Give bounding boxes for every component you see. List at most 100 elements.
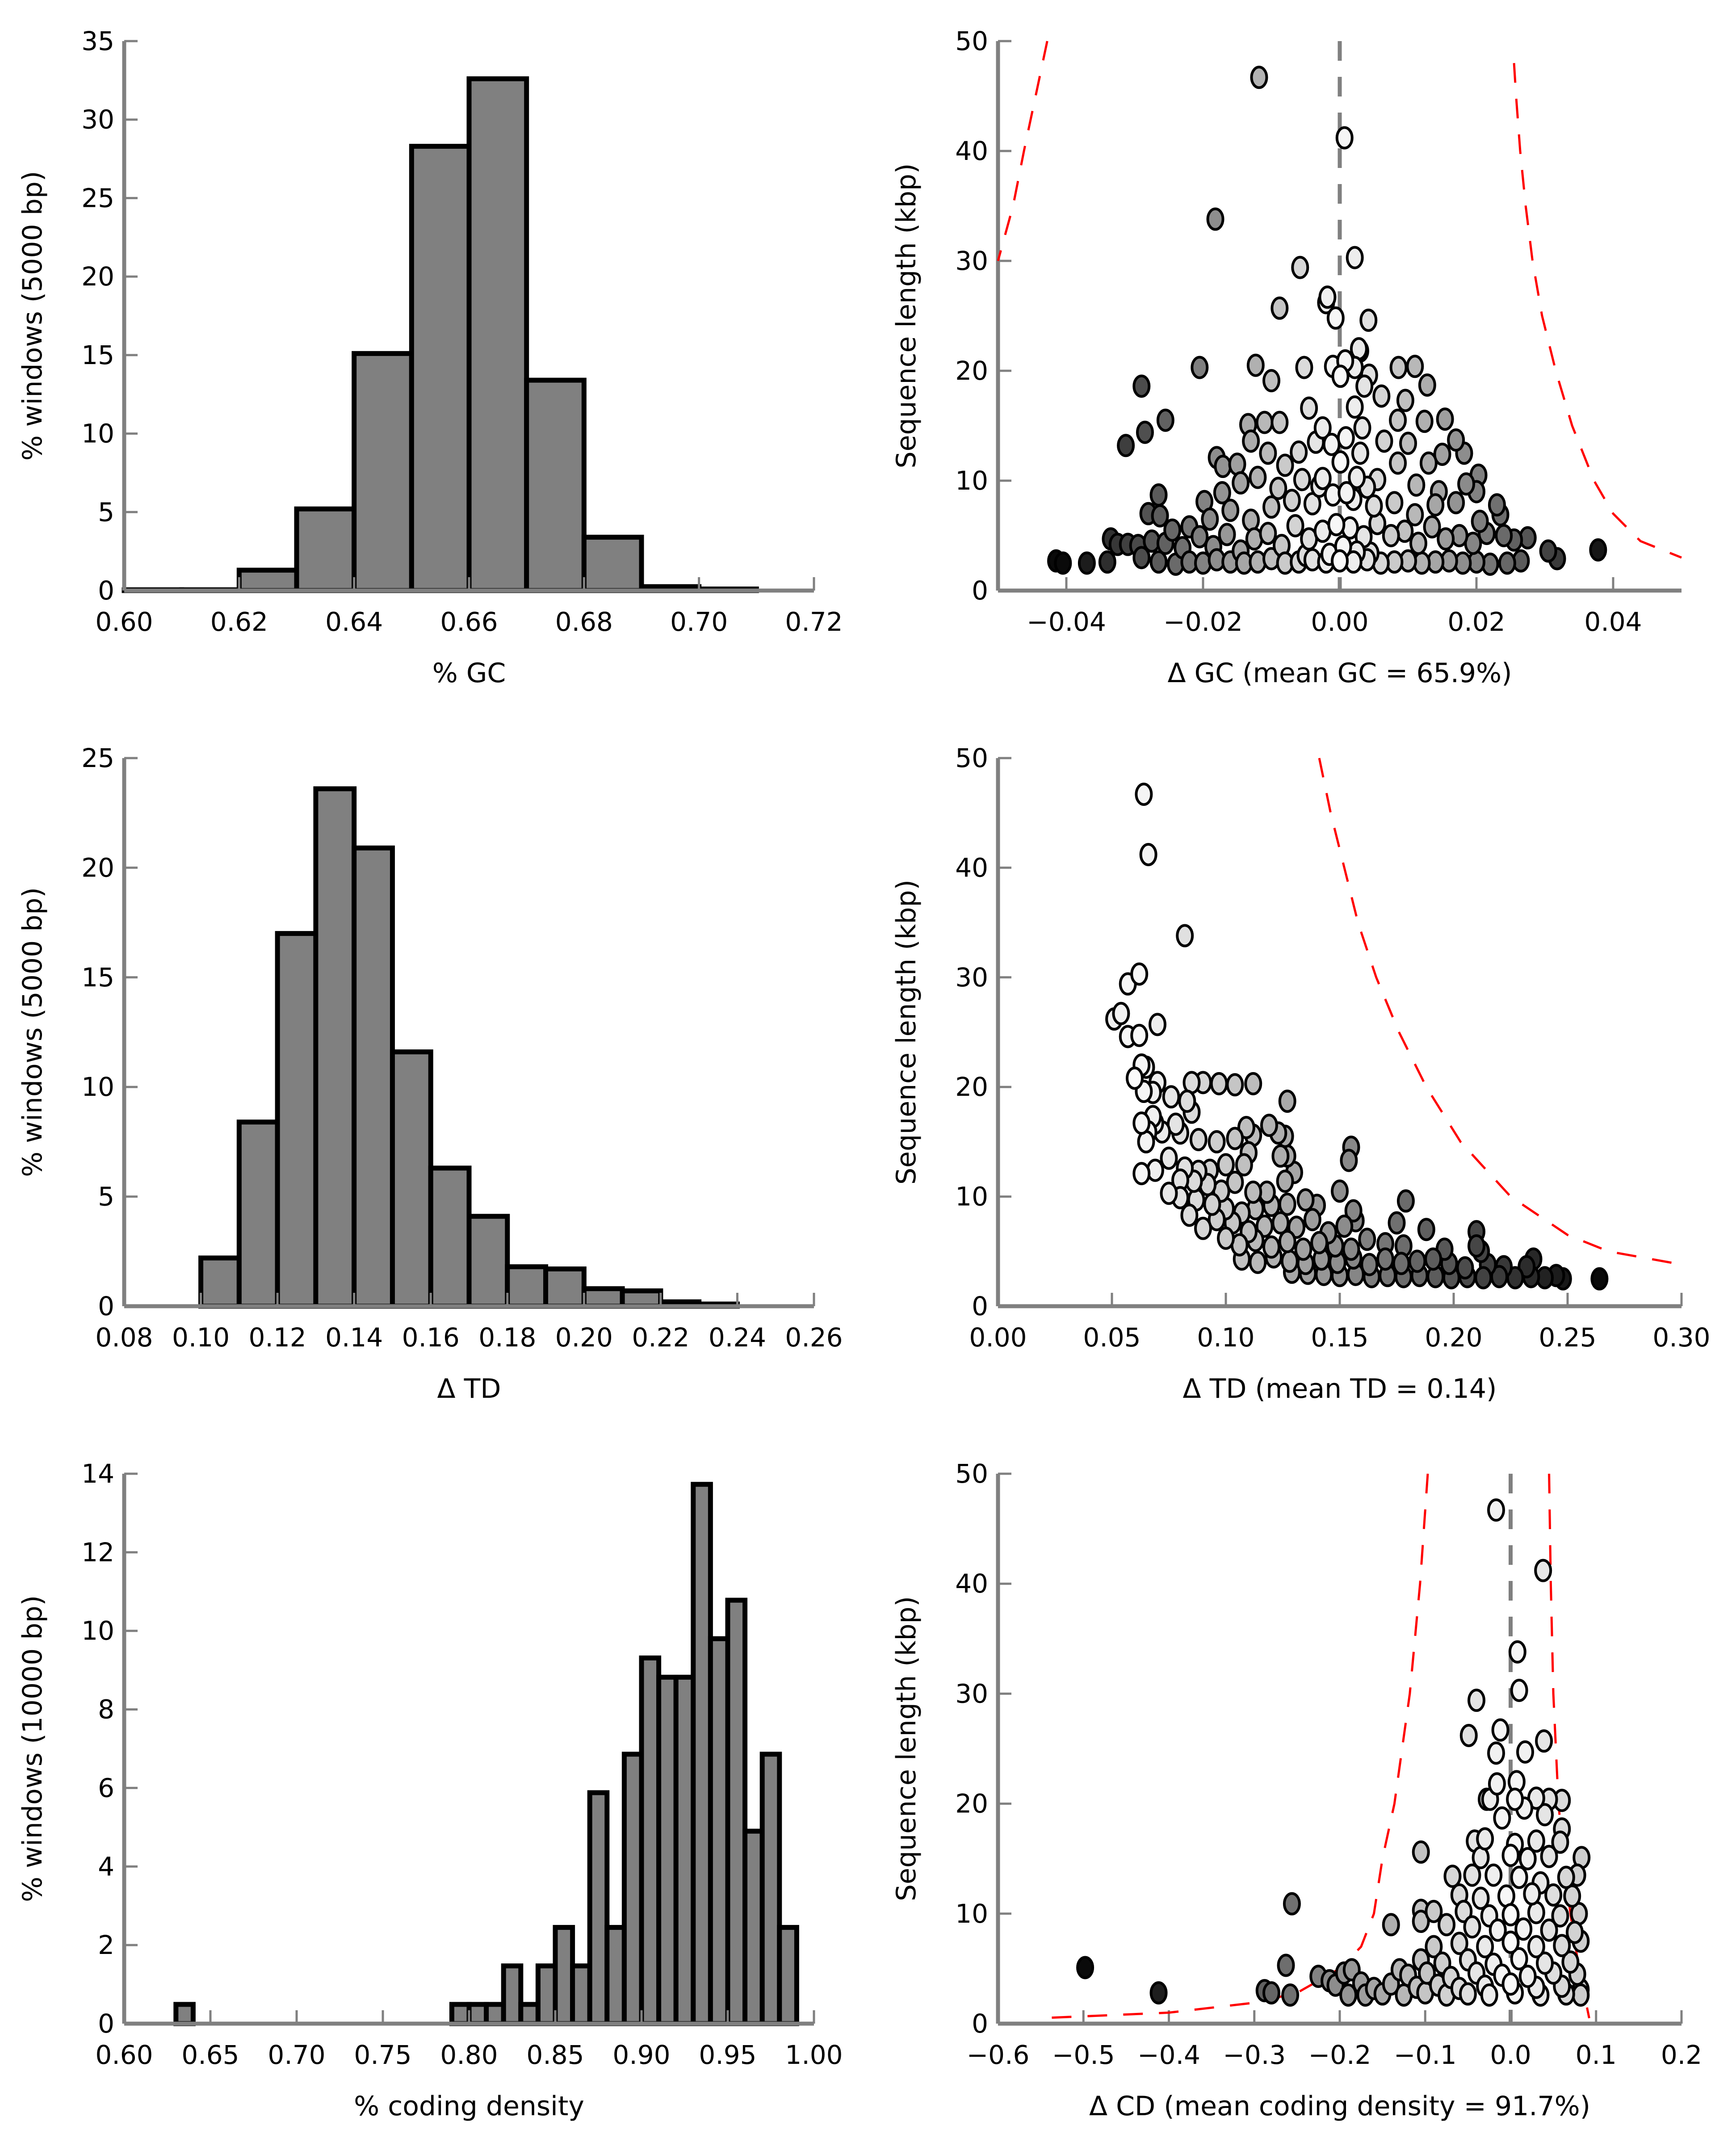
scatter-point xyxy=(1191,525,1209,549)
scatter-point xyxy=(1295,356,1313,379)
scatter-point xyxy=(1335,1214,1354,1238)
scatter-point xyxy=(1132,1111,1151,1135)
x-tick-label: 0.66 xyxy=(440,607,498,637)
scatter-point xyxy=(1348,465,1366,489)
x-axis-label: Δ TD (mean TD = 0.14) xyxy=(1183,1373,1497,1404)
y-tick-label: 0 xyxy=(98,2008,114,2039)
scatter-point xyxy=(1476,1827,1494,1851)
x-tick-label: 0.70 xyxy=(670,607,728,637)
scatter-point xyxy=(1539,539,1557,563)
y-tick-label: 10 xyxy=(81,1072,114,1102)
scatter-point xyxy=(1472,1886,1490,1910)
histogram-bar xyxy=(198,1255,242,1309)
scatter-point xyxy=(1151,504,1169,528)
x-tick-label: 0.2 xyxy=(1661,2040,1702,2070)
scatter-point xyxy=(1399,432,1417,455)
scatter-point xyxy=(1459,1982,1477,2006)
y-tick-label: 30 xyxy=(81,105,114,135)
scatter-point xyxy=(1189,1128,1208,1151)
y-tick-label: 5 xyxy=(98,497,114,527)
y-tick-label: 0 xyxy=(972,2008,988,2039)
y-tick-label: 30 xyxy=(955,962,988,993)
histogram-bar xyxy=(620,1288,663,1309)
histogram-bar xyxy=(543,1266,587,1309)
scatter-point xyxy=(1296,1188,1315,1212)
scatter-point xyxy=(1536,1803,1554,1827)
scatter-point xyxy=(1419,451,1438,475)
scatter-point xyxy=(1262,1235,1280,1259)
scatter-point xyxy=(1527,1935,1545,1958)
x-tick-label: 0.80 xyxy=(440,2040,498,2070)
scatter-point xyxy=(1294,1237,1312,1261)
x-tick-label: 0.20 xyxy=(555,1322,613,1353)
y-tick-label: 20 xyxy=(955,356,988,386)
scatter-point xyxy=(1156,408,1174,432)
y-axis-label: Sequence length (kbp) xyxy=(891,163,922,468)
scatter-point xyxy=(1516,1740,1535,1764)
x-tick-label: 0.70 xyxy=(268,2040,325,2070)
confidence-bound-curve xyxy=(1513,63,1682,559)
cd-histogram-panel: 0 2 4 6 8 10 12 14 0.60 0.65 0.70 0.75 0.80 0.85 0.90 0… xyxy=(17,1459,843,2122)
x-axis-label: % coding density xyxy=(354,2091,584,2122)
y-tick-label: 6 xyxy=(98,1773,114,1803)
y-tick-label: 40 xyxy=(955,852,988,883)
y-tick-label: 10 xyxy=(955,1899,988,1929)
scatter-point xyxy=(1259,522,1277,545)
scatter-point xyxy=(1139,843,1157,866)
scatter-point xyxy=(1433,442,1451,466)
y-tick-label: 50 xyxy=(955,743,988,773)
x-axis-label: Δ TD xyxy=(437,1373,501,1404)
scatter-point xyxy=(1396,1189,1415,1213)
scatter-point xyxy=(1244,1072,1262,1095)
x-tick-label: 1.00 xyxy=(785,2040,843,2070)
scatter-point xyxy=(1226,1073,1244,1097)
scatter-point xyxy=(1396,389,1414,412)
scatter-point xyxy=(1447,491,1465,515)
scatter-point xyxy=(1135,782,1153,806)
x-tick-label: 0.08 xyxy=(95,1322,153,1353)
scatter-point xyxy=(1293,468,1311,491)
x-tick-label: 0.30 xyxy=(1652,1322,1710,1353)
y-tick-label: 0 xyxy=(972,1291,988,1321)
scatter-point xyxy=(1331,365,1350,388)
x-tick-label: −0.3 xyxy=(1223,2040,1286,2070)
scatter-point xyxy=(1360,1253,1379,1276)
histogram-bar xyxy=(604,1925,627,2026)
x-tick-label: 0.64 xyxy=(325,607,383,637)
y-tick-label: 0 xyxy=(972,575,988,606)
scatter-point xyxy=(1203,1192,1221,1216)
scatter-point xyxy=(1331,1179,1349,1203)
scatter-point xyxy=(1210,1072,1228,1095)
y-tick-label: 40 xyxy=(955,1568,988,1599)
histogram-bar xyxy=(409,143,472,593)
x-tick-label: 0.10 xyxy=(172,1322,230,1353)
scatter-point xyxy=(1423,515,1441,539)
scatter-point xyxy=(1117,434,1135,457)
scatter-point xyxy=(1338,481,1356,505)
scatter-point xyxy=(1232,471,1250,495)
x-tick-label: 0.18 xyxy=(478,1322,536,1353)
scatter-point xyxy=(1540,1918,1558,1942)
scatter-point xyxy=(1286,514,1304,537)
histogram-bar xyxy=(466,76,529,593)
histogram-bar xyxy=(673,1674,696,2026)
scatter-point xyxy=(1436,407,1454,431)
scatter-point xyxy=(1406,355,1424,378)
scatter-point xyxy=(1313,467,1332,490)
x-tick-label: 0.22 xyxy=(632,1322,689,1353)
scatter-point xyxy=(1262,495,1280,519)
y-tick-label: 8 xyxy=(98,1694,114,1725)
scatter-point xyxy=(1358,1228,1376,1251)
scatter-point xyxy=(1551,1830,1569,1854)
scatter-point xyxy=(1217,1153,1235,1177)
scatter-point xyxy=(1455,1899,1473,1923)
scatter-point xyxy=(1228,453,1246,476)
histogram-bar xyxy=(691,1482,713,2026)
scatter-point xyxy=(1226,1170,1244,1194)
histogram-bar xyxy=(535,1963,558,2026)
scatter-point xyxy=(1180,1203,1199,1227)
scatter-point xyxy=(1506,1787,1524,1811)
scatter-point xyxy=(1149,483,1168,507)
scatter-point xyxy=(1488,493,1506,517)
scatter-point xyxy=(1160,1182,1178,1205)
